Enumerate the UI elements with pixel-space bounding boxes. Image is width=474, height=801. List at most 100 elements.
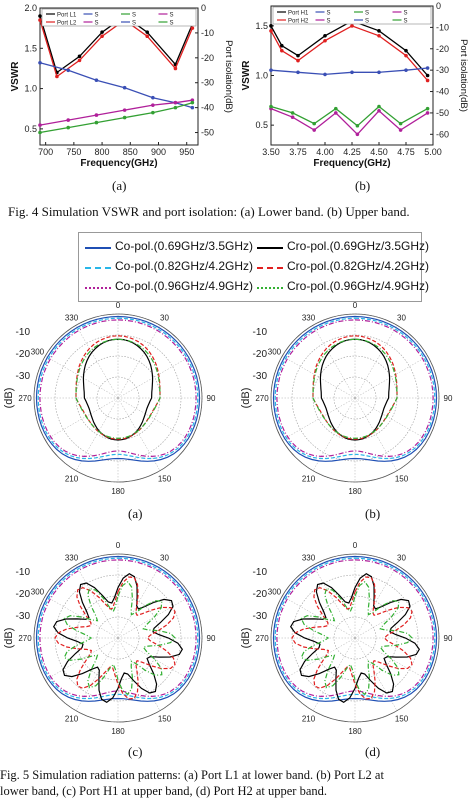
series-point: [280, 48, 284, 53]
radiation-pattern-curve: [63, 580, 176, 696]
series-point: [122, 85, 127, 90]
series-point: [377, 108, 381, 113]
y2-tick-label: -30: [201, 78, 214, 88]
y2-tick-label: -40: [201, 103, 214, 113]
series-point: [190, 98, 195, 102]
series-point: [425, 73, 430, 78]
x-tick-label: 900: [151, 147, 166, 157]
polar-angle-label: 330: [302, 553, 316, 562]
polar-angle-label: 210: [302, 715, 316, 724]
polar-db-axis-label: (dB): [240, 388, 252, 409]
polar-outer-ring: [33, 553, 203, 723]
radiation-pattern-curve: [35, 555, 201, 702]
legend-item-label: Co-pol.(0.82GHz/4.2GHz): [115, 259, 254, 273]
legend-item-label: Cro-pol.(0.96GHz/4.9GHz): [287, 279, 430, 293]
series-point: [296, 53, 300, 58]
polar-angle-label: 150: [395, 475, 409, 484]
series-point: [334, 111, 338, 115]
series-point: [312, 121, 316, 126]
polar-angle-label: 180: [348, 487, 362, 496]
polar-db-label: -10: [253, 327, 268, 338]
series-point: [151, 110, 155, 115]
y2-tick-label: -60: [436, 129, 449, 139]
series-point: [312, 128, 316, 132]
polar-db-label: -20: [253, 589, 268, 600]
series-point: [269, 29, 273, 33]
polar-db-label: -30: [253, 611, 268, 622]
series-point: [377, 29, 381, 33]
radiation-pattern-curve: [272, 315, 438, 462]
legend-line-swatch: [85, 247, 111, 249]
y-tick-label: 1.0: [255, 71, 268, 81]
series-point: [38, 61, 42, 65]
polar-db-label: -10: [253, 567, 268, 578]
series-point: [350, 70, 354, 75]
legend-label: S: [95, 21, 99, 27]
fig5-legend: Co-pol.(0.69GHz/3.5GHz) Cro-pol.(0.69GHz/…: [78, 232, 429, 302]
legend-label: Port L2: [57, 21, 77, 27]
polar-angle-label: 30: [397, 553, 406, 562]
polar-spoke: [45, 595, 119, 639]
polar-db-label: -30: [16, 611, 31, 622]
series-line: [270, 107, 428, 136]
polar-angle-label: 300: [268, 588, 282, 597]
polar-angle-label: 270: [255, 634, 269, 643]
series-point: [425, 106, 430, 111]
polar-spoke: [117, 397, 161, 471]
polar-angle-label: 180: [111, 727, 125, 736]
polar-db-label: -20: [16, 589, 31, 600]
x-axis-label: Frequency(GHz): [313, 158, 390, 169]
series-point: [355, 123, 360, 128]
radiation-pattern-c: 0 30 90 150 180 210 270 300 330 -10 -20 -30(dB): [3, 541, 216, 736]
series-point: [173, 105, 178, 110]
y2-tick-label: -50: [201, 128, 214, 138]
polar-angle-label: 150: [158, 475, 172, 484]
series-point: [77, 58, 82, 63]
radiation-pattern-curve: [82, 338, 154, 441]
legend-label: S: [404, 11, 408, 17]
polar-angle-label: 30: [397, 313, 406, 322]
series-point: [355, 132, 360, 137]
y2-tick-label: -40: [436, 87, 449, 97]
radiation-pattern-curve: [52, 572, 184, 704]
polar-spoke: [354, 325, 398, 399]
polar-angle-label: 270: [18, 394, 32, 403]
series-point: [122, 108, 127, 112]
y2-axis-label: Port isolation(dB): [458, 39, 469, 112]
series-point: [290, 111, 295, 115]
polar-db-axis-label: (dB): [3, 388, 15, 409]
series-point: [38, 18, 42, 22]
polar-angle-label: 330: [302, 313, 316, 322]
polar-db-label: -10: [16, 567, 31, 578]
polar-spoke: [312, 397, 356, 471]
radiation-pattern-curve: [75, 335, 161, 440]
polar-spoke: [312, 325, 356, 399]
fig4-caption: Fig. 4 Simulation VSWR and port isolatio…: [8, 204, 410, 219]
x-tick-label: 950: [179, 147, 194, 157]
series-point: [151, 103, 155, 107]
polar-db-label: -10: [16, 327, 31, 338]
series-point: [280, 43, 284, 48]
polar-spoke: [75, 397, 119, 471]
fig5-caption-line2: lower band, (c) Port H1 at upper band, (…: [0, 784, 327, 798]
series-point: [269, 24, 273, 28]
y2-tick-label: -20: [436, 44, 449, 54]
legend-item-label: Cro-pol.(0.69GHz/3.5GHz): [287, 239, 430, 253]
series-line: [270, 20, 429, 76]
series-point: [404, 48, 408, 53]
polar-db-label: -30: [253, 371, 268, 382]
polar-angle-label: 90: [444, 394, 453, 403]
plot-frame: [39, 7, 199, 146]
radiation-pattern-curve: [312, 338, 398, 439]
vswr-chart-upper-band: 3.50 3.75 4.00 4.25 4.50 4.75 5.00 0.5 1.0 1.5 0 -1…: [241, 1, 469, 169]
polar-spoke: [117, 355, 191, 399]
y2-tick-label: -30: [436, 65, 449, 75]
polar-spoke: [117, 637, 191, 681]
polar-angle-label: 150: [395, 715, 409, 724]
fig5-label-c: (c): [128, 744, 143, 759]
radiation-pattern-curve: [289, 572, 421, 704]
legend-label: S: [365, 19, 369, 25]
legend-label: Port H2: [288, 19, 309, 25]
series-point: [94, 120, 99, 125]
